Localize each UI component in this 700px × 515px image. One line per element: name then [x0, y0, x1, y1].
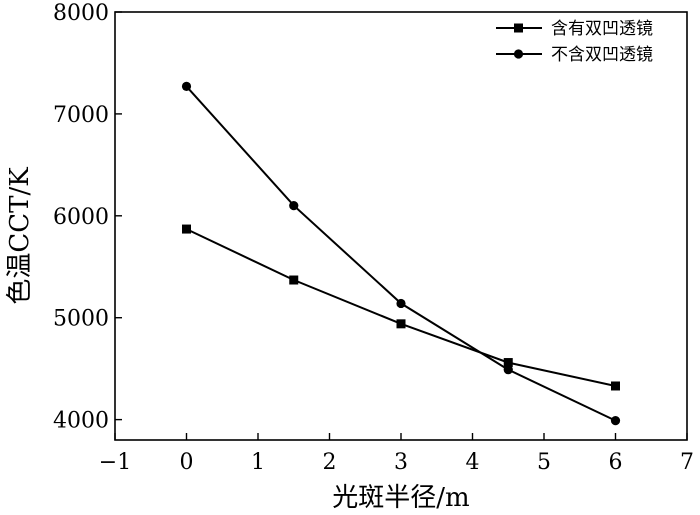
x-tick-label: 6 — [609, 450, 623, 475]
y-tick-label: 4000 — [53, 409, 109, 434]
legend-box — [491, 13, 686, 70]
y-tick-label: 8000 — [53, 1, 109, 26]
data-point-circle — [610, 416, 621, 426]
x-tick-label: 0 — [180, 450, 194, 475]
data-point-circle — [181, 81, 192, 91]
y-tick-label: 7000 — [53, 103, 109, 128]
data-point-circle — [289, 201, 299, 211]
legend-marker-circle — [513, 49, 524, 59]
legend-marker-square — [514, 23, 523, 33]
data-point-square — [396, 319, 406, 329]
x-axis-title: 光斑半径/m — [332, 483, 469, 513]
data-point-square — [503, 358, 513, 368]
series-layer — [181, 81, 621, 426]
y-axis: 4000 5000 6000 7000 8000 — [53, 1, 122, 434]
x-tick-label: 2 — [323, 450, 337, 475]
data-point-circle — [396, 298, 406, 309]
plot-frame — [114, 11, 688, 441]
x-tick-label: 4 — [466, 450, 480, 475]
data-point-square — [289, 275, 299, 285]
data-point-square — [611, 381, 620, 391]
x-tick-label: 7 — [680, 450, 694, 475]
series-line-1 — [185, 85, 616, 422]
y-tick-label: 6000 — [53, 205, 109, 230]
legend-label-1: 不含双凹透镜 — [551, 45, 653, 65]
x-tick-label: −1 — [99, 450, 131, 475]
legend-label-0: 含有双凹透镜 — [551, 19, 653, 39]
x-tick-label: 5 — [537, 450, 551, 475]
x-tick-label: 1 — [251, 450, 265, 475]
x-tick-label: 3 — [394, 450, 408, 475]
y-tick-label: 5000 — [53, 307, 109, 332]
data-point-square — [182, 224, 191, 234]
data-point-circle — [503, 365, 513, 375]
y-axis-title: 色温CCT/K — [5, 167, 35, 305]
x-axis: −1 0 1 2 3 4 5 6 7 — [99, 433, 694, 475]
legend: 含有双凹透镜 不含双凹透镜 — [491, 13, 686, 70]
